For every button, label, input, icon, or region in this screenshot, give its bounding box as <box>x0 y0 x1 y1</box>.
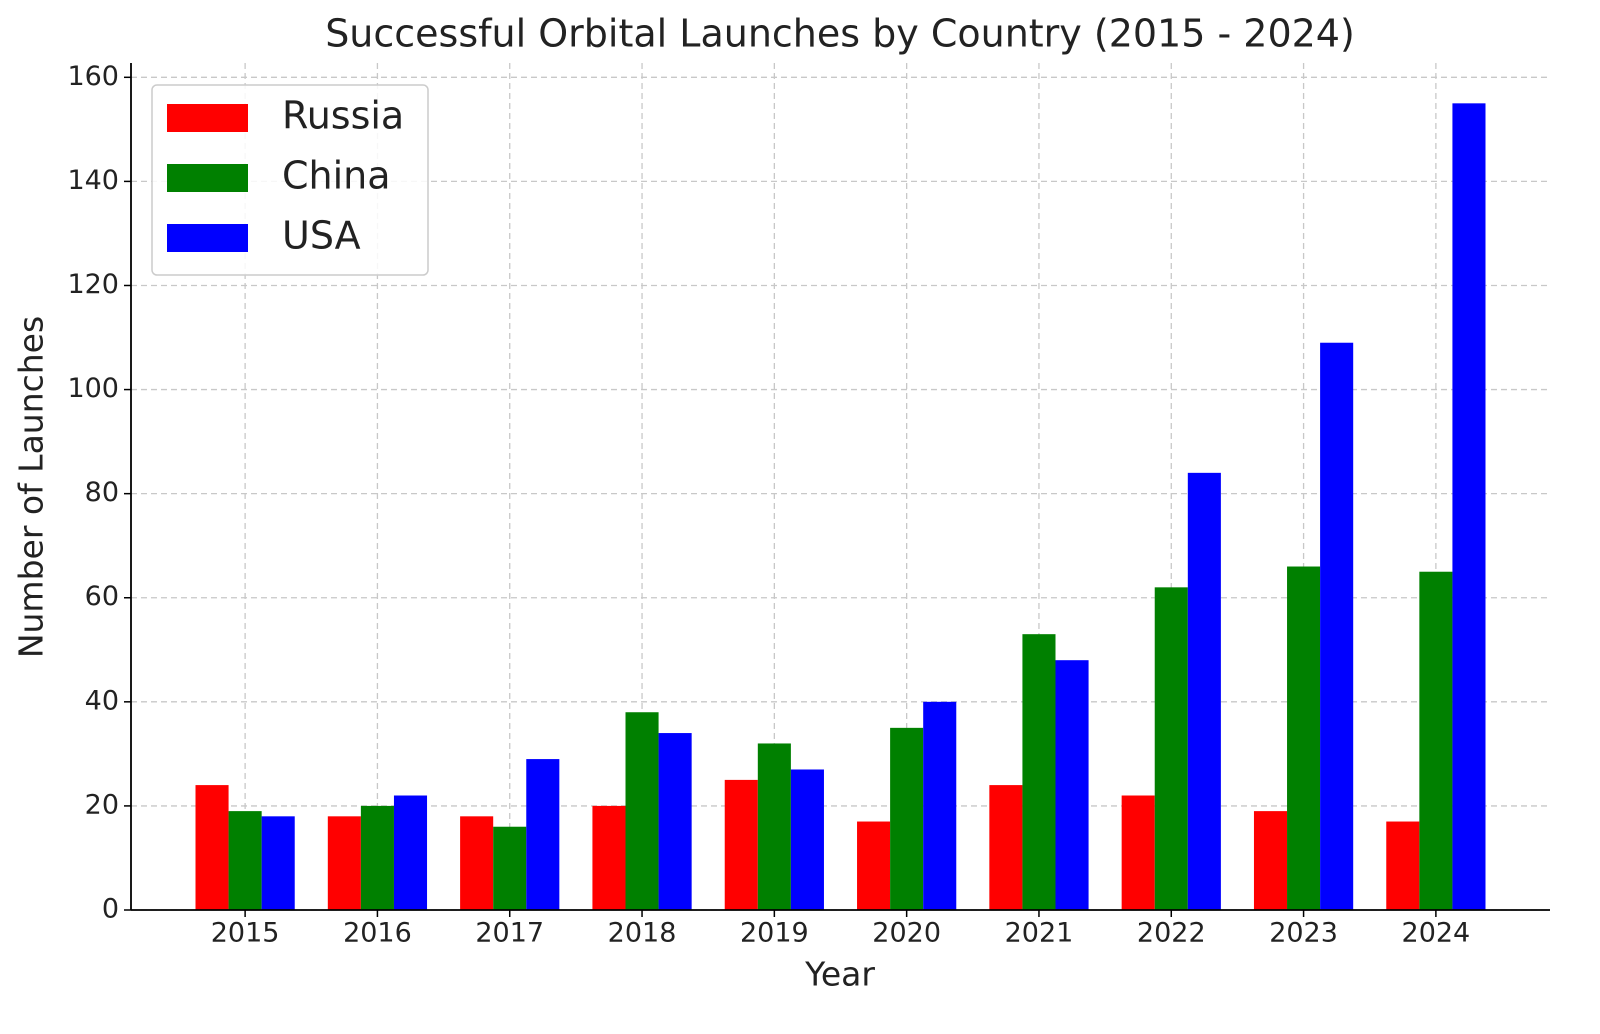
bar <box>1386 821 1420 910</box>
bar <box>724 779 758 910</box>
y-tick-label: 20 <box>85 789 119 820</box>
y-tick-label: 60 <box>85 581 119 612</box>
x-tick-label: 2015 <box>211 918 280 949</box>
bar <box>460 816 494 910</box>
legend-swatch <box>167 224 248 252</box>
bar <box>1452 103 1486 911</box>
legend-label: China <box>282 154 391 198</box>
bar <box>1419 571 1453 910</box>
bar <box>757 743 791 910</box>
bar <box>1187 472 1221 910</box>
bar <box>261 816 295 910</box>
y-tick-label: 160 <box>67 61 119 92</box>
bar <box>790 769 824 910</box>
bar <box>1253 811 1288 910</box>
bar <box>625 712 659 910</box>
y-tick-label: 40 <box>85 685 119 716</box>
y-tick-label: 100 <box>67 373 119 404</box>
legend-label: Russia <box>282 94 404 138</box>
legend-swatch <box>167 164 248 192</box>
y-tick-label: 0 <box>102 894 119 925</box>
y-tick-label: 120 <box>67 269 119 300</box>
bar <box>989 785 1023 910</box>
bar <box>890 727 924 910</box>
legend-label: USA <box>282 214 361 258</box>
x-tick-label: 2023 <box>1269 918 1338 949</box>
y-tick-label: 80 <box>85 477 119 508</box>
bar <box>393 795 428 910</box>
bar <box>360 805 394 910</box>
bar <box>195 785 229 910</box>
bar <box>1022 634 1056 910</box>
bar <box>228 811 262 910</box>
x-tick-label: 2018 <box>608 918 677 949</box>
x-tick-label: 2022 <box>1137 918 1206 949</box>
bar <box>493 826 527 910</box>
y-axis-label: Number of Launches <box>12 316 51 658</box>
x-axis-label: Year <box>804 955 875 994</box>
bar <box>1320 342 1354 910</box>
legend-swatch <box>167 104 248 132</box>
bar <box>658 733 692 910</box>
x-tick-label: 2020 <box>872 918 941 949</box>
bar <box>923 701 957 910</box>
bar <box>526 759 560 910</box>
bar <box>1287 566 1321 910</box>
x-tick-label: 2017 <box>475 918 544 949</box>
bar <box>1154 587 1188 910</box>
x-tick-label: 2021 <box>1005 918 1074 949</box>
x-tick-label: 2024 <box>1402 918 1471 949</box>
chart-title: Successful Orbital Launches by Country (… <box>325 12 1355 56</box>
bar <box>327 816 361 910</box>
y-tick-label: 140 <box>67 165 119 196</box>
bar <box>1121 795 1155 910</box>
x-tick-label: 2019 <box>740 918 809 949</box>
bar <box>1055 660 1089 910</box>
bar <box>857 821 891 910</box>
bar <box>592 805 626 910</box>
x-tick-label: 2016 <box>343 918 412 949</box>
